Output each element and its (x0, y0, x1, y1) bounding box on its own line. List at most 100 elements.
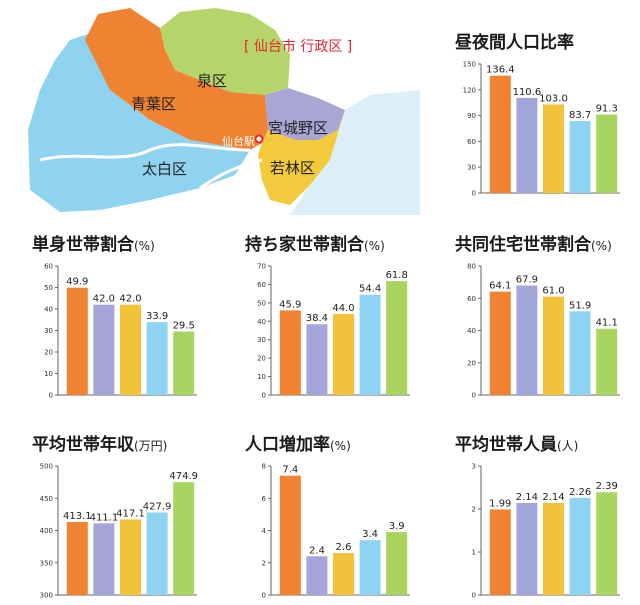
y-tick-label: 60 (467, 138, 476, 146)
map-region-aoba (85, 8, 268, 150)
y-tick-label: 20 (257, 355, 266, 363)
y-tick-label: 500 (40, 463, 53, 471)
data-label: 83.7 (569, 110, 591, 121)
bar (386, 281, 408, 395)
bar (359, 294, 381, 395)
data-label: 427.9 (143, 502, 172, 513)
station-marker-icon (254, 134, 264, 144)
map-river (39, 143, 251, 162)
bar (516, 502, 538, 595)
y-tick-label: 2 (472, 506, 476, 514)
map-river-2 (199, 158, 263, 190)
bar (516, 285, 538, 395)
y-tick-label: 2 (262, 559, 266, 567)
y-tick-label: 0 (262, 592, 266, 600)
y-tick-label: 30 (467, 164, 476, 172)
data-label: 67.9 (516, 275, 538, 286)
data-label: 3.4 (362, 529, 378, 540)
y-tick-label: 3 (472, 463, 476, 471)
ward-label-izumi: 泉区 (197, 72, 227, 90)
data-label: 45.9 (279, 299, 301, 310)
data-label: 61.0 (542, 286, 564, 297)
chart-title: 昼夜間人口比率 (455, 33, 574, 53)
y-tick-label: 30 (257, 336, 266, 344)
y-tick-label: 350 (40, 559, 53, 567)
bar (489, 291, 511, 395)
y-tick-label: 40 (467, 327, 476, 335)
y-tick-label: 10 (257, 373, 266, 381)
y-tick-label: 1 (472, 549, 476, 557)
y-tick-label: 90 (467, 112, 476, 120)
y-tick-label: 400 (40, 527, 53, 535)
chart-panel-6: 人口増加率(%) 0 2 4 6 8 7.4 2.4 2.6 3.4 3.9 (245, 430, 420, 600)
y-tick-label: 6 (262, 495, 267, 503)
data-label: 51.9 (569, 300, 591, 311)
data-label: 44.0 (332, 303, 354, 314)
y-tick-label: 40 (44, 306, 53, 314)
chart-average-household-size: 0 1 2 3 1.99 2.14 2.14 2.26 2.39 (472, 463, 620, 600)
data-label: 41.1 (596, 318, 618, 329)
chart-population-growth-rate: 0 2 4 6 8 7.4 2.4 2.6 3.4 3.9 (262, 463, 410, 600)
bar (333, 553, 354, 595)
map-title: [ 仙台市 行政区 ] (244, 38, 352, 55)
y-tick-label: 50 (257, 299, 266, 307)
bar (543, 296, 564, 395)
bar (146, 512, 168, 595)
data-label: 91.3 (596, 103, 618, 114)
bar (279, 310, 301, 395)
y-tick-label: 40 (257, 318, 266, 326)
chart-unit: (%) (330, 439, 351, 453)
data-label: 38.4 (306, 313, 328, 324)
chart-panel-2: 単身世帯割合(%) 0 10 20 30 40 50 60 49.9 42.0 42.0 33.9 2… (32, 230, 207, 400)
chart-title: 平均世帯人員 (455, 435, 557, 455)
chart-unit: (人) (557, 439, 579, 453)
y-tick-label: 120 (463, 86, 476, 94)
y-tick-label: 20 (44, 349, 53, 357)
chart-title: 人口増加率 (245, 435, 330, 455)
chart-unit: (万円) (134, 439, 168, 453)
chart-unit: (%) (134, 239, 155, 253)
y-tick-label: 50 (44, 284, 53, 292)
chart-single-household-ratio: 0 10 20 30 40 50 60 49.9 42.0 42.0 33.9 29.5 (44, 263, 197, 400)
data-label: 2.39 (596, 481, 618, 492)
bar (146, 322, 168, 395)
y-tick-label: 0 (262, 392, 266, 400)
bar (543, 502, 564, 595)
y-tick-label: 0 (472, 392, 476, 400)
bar (93, 304, 115, 395)
data-label: 2.4 (309, 545, 325, 556)
bar (120, 304, 141, 395)
data-label: 411.1 (90, 512, 119, 523)
chart-panel-3: 持ち家世帯割合(%) 0 10 20 30 40 50 60 70 45.9 38.4 44.0 54… (245, 230, 420, 400)
data-label: 2.14 (542, 492, 564, 503)
data-label: 2.14 (516, 492, 538, 503)
bar (489, 509, 511, 595)
bar (66, 287, 88, 395)
data-label: 64.1 (489, 281, 511, 292)
map-region-taihaku (28, 30, 250, 212)
y-tick-label: 300 (40, 592, 53, 600)
data-label: 29.5 (173, 321, 195, 332)
bar (569, 311, 591, 395)
chart-title: 単身世帯割合 (32, 235, 134, 255)
map-region-izumi (160, 8, 290, 95)
chart-panel-1: 昼夜間人口比率 0 30 60 90 120 150 136.4 110.6 103.0 83.7… (455, 28, 630, 198)
bar (279, 475, 301, 595)
data-label: 413.1 (63, 511, 92, 522)
y-tick-label: 450 (40, 495, 53, 503)
y-tick-label: 0 (472, 190, 476, 198)
bar (569, 497, 591, 595)
data-label: 3.9 (389, 521, 405, 532)
y-tick-label: 70 (257, 263, 266, 271)
y-tick-label: 60 (44, 263, 53, 271)
map-region-wakabayashi (258, 110, 345, 205)
data-label: 103.0 (539, 93, 568, 104)
bar (489, 75, 511, 193)
chart-panel-7: 平均世帯人員(人) 0 1 2 3 1.99 2.14 2.14 2.26 2.39 (455, 430, 630, 600)
chart-title: 共同住宅世帯割合 (455, 235, 591, 255)
bar (333, 313, 354, 395)
bar (596, 328, 618, 395)
data-label: 33.9 (146, 311, 168, 322)
data-label: 136.4 (486, 65, 515, 76)
